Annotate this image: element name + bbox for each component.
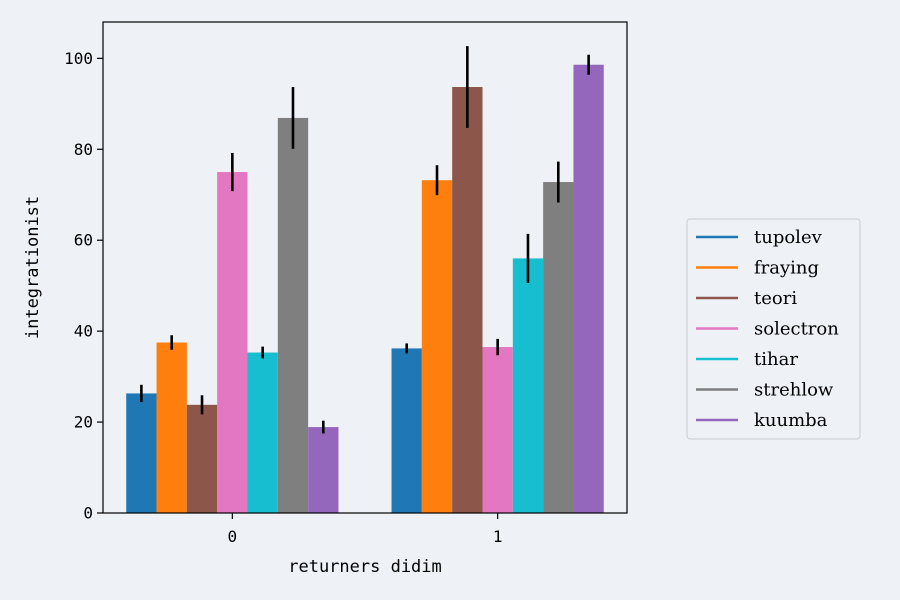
y-tick-label: 40: [74, 322, 93, 341]
legend: tupolev fraying teori solectron tihar strehlo…: [686, 218, 861, 440]
legend-label-tupolev: tupolev: [754, 227, 823, 248]
bar-teori-1: [452, 87, 483, 513]
bar-kuumba-1: [573, 64, 604, 514]
legend-label-teori: teori: [754, 288, 797, 309]
bar-strehlow-1: [543, 182, 574, 513]
bar-kuumba-0: [308, 427, 339, 513]
bar-tihar-1: [512, 258, 544, 513]
legend-label-strehlow: strehlow: [754, 380, 834, 401]
bar-tupolev-1: [391, 348, 422, 513]
legend-label-fraying: fraying: [754, 258, 819, 279]
bar-strehlow-0: [277, 117, 309, 514]
bar-tihar-0: [247, 352, 278, 513]
bar-fraying-1: [421, 180, 453, 513]
bar-solectron-1: [482, 347, 513, 513]
x-tick-label: 1: [493, 527, 503, 546]
bar-tupolev-0: [126, 393, 157, 513]
x-axis-label: returners didim: [288, 557, 442, 577]
bar-solectron-0: [217, 172, 248, 513]
y-axis: 0 20 40 60 80 100: [64, 49, 103, 523]
bar-fraying-0: [156, 342, 187, 513]
y-tick-label: 20: [74, 413, 93, 432]
x-tick-label: 0: [228, 527, 238, 546]
bar-teori-0: [186, 404, 218, 513]
y-tick-label: 0: [83, 504, 93, 523]
y-tick-label: 80: [74, 140, 93, 159]
error-bars-layer: [140, 46, 590, 434]
y-tick-label: 100: [64, 49, 93, 68]
bars-layer: [126, 64, 604, 514]
plot-frame: [102, 21, 628, 514]
legend-label-kuumba: kuumba: [754, 410, 828, 431]
legend-label-solectron: solectron: [754, 319, 839, 340]
y-tick-label: 60: [74, 231, 93, 250]
legend-label-tihar: tihar: [754, 349, 798, 370]
legend-box: [686, 218, 861, 440]
y-axis-label: integrationist: [23, 196, 43, 339]
